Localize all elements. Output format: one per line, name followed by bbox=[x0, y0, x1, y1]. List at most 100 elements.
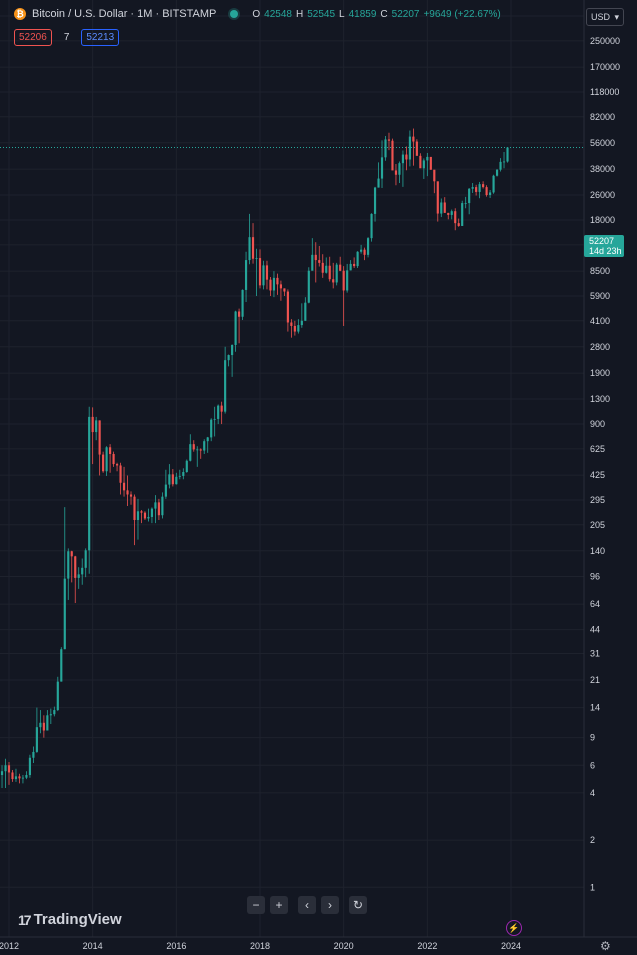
price-axis-label: 4100 bbox=[590, 316, 610, 326]
candle-body bbox=[321, 262, 324, 273]
candle-body bbox=[290, 322, 293, 326]
candle-body bbox=[122, 482, 126, 491]
candle-body bbox=[81, 567, 84, 575]
tradingview-wordmark: TradingView bbox=[33, 911, 122, 928]
candle-body bbox=[471, 187, 474, 189]
candle-body bbox=[377, 178, 380, 188]
time-axis-label: 2014 bbox=[83, 941, 103, 951]
chart-header: ₿ Bitcoin / U.S. Dollar · 1M · BITSTAMP … bbox=[14, 8, 501, 20]
candle-body bbox=[262, 265, 265, 286]
currency-label: USD bbox=[591, 12, 611, 22]
candle-body bbox=[279, 284, 282, 289]
candle-body bbox=[300, 320, 303, 326]
candle-body bbox=[440, 202, 443, 214]
price-axis-label: 118000 bbox=[590, 87, 619, 97]
buy-button[interactable]: 52213 bbox=[81, 29, 120, 46]
candle-body bbox=[224, 360, 227, 412]
price-axis-label: 5900 bbox=[590, 291, 610, 301]
candle-body bbox=[283, 288, 286, 292]
candle-body bbox=[74, 556, 77, 578]
candle-body bbox=[447, 212, 450, 215]
candle-body bbox=[297, 325, 300, 332]
sell-button[interactable]: 52206 bbox=[14, 29, 52, 46]
candle-body bbox=[185, 460, 188, 473]
candle-body bbox=[457, 223, 460, 226]
zoom-out-button[interactable]: − bbox=[247, 896, 265, 914]
candle-body bbox=[272, 277, 276, 291]
candle-body bbox=[88, 416, 91, 551]
price-axis-label: 44 bbox=[590, 625, 600, 635]
candle-body bbox=[241, 289, 244, 317]
gear-icon[interactable]: ⚙ bbox=[600, 939, 611, 953]
candle-body bbox=[129, 494, 133, 497]
scroll-right-button[interactable]: › bbox=[321, 896, 339, 914]
price-axis-label: 6 bbox=[590, 760, 595, 770]
price-axis-label: 1 bbox=[590, 882, 595, 892]
candle-body bbox=[21, 777, 25, 779]
candle-body bbox=[332, 279, 335, 283]
market-status-icon[interactable] bbox=[230, 10, 239, 18]
candle-body bbox=[102, 454, 105, 472]
candle-body bbox=[360, 249, 363, 252]
candle-body bbox=[217, 405, 220, 419]
candle-body bbox=[489, 192, 492, 196]
candle-body bbox=[35, 727, 38, 752]
change-value: +9649 (+22.67%) bbox=[423, 8, 501, 20]
zoom-in-button[interactable]: + bbox=[270, 896, 288, 914]
price-axis-label: 4 bbox=[590, 788, 595, 798]
candle-body bbox=[408, 136, 411, 160]
reset-chart-button[interactable]: ↻ bbox=[349, 896, 367, 914]
bitcoin-icon[interactable]: ₿ bbox=[14, 8, 26, 20]
symbol-title[interactable]: Bitcoin / U.S. Dollar · 1M · BITSTAMP bbox=[32, 8, 217, 20]
tradingview-logo[interactable]: 17 TradingView bbox=[18, 911, 122, 928]
candle-body bbox=[363, 249, 366, 255]
candle-body bbox=[468, 188, 471, 204]
price-axis-label: 2800 bbox=[590, 342, 610, 352]
candle-body bbox=[398, 163, 401, 175]
scroll-left-button[interactable]: ‹ bbox=[298, 896, 316, 914]
last-price-label: 52207 14d 23h bbox=[584, 235, 624, 257]
candle-body bbox=[265, 265, 269, 280]
candle-body bbox=[18, 776, 21, 779]
price-axis-label: 2 bbox=[590, 835, 595, 845]
candle-body bbox=[248, 237, 251, 261]
candle-body bbox=[482, 184, 485, 188]
price-axis-label: 18000 bbox=[590, 215, 615, 225]
candle-body bbox=[450, 211, 453, 215]
candle-body bbox=[401, 154, 405, 164]
price-axis-label: 1900 bbox=[590, 368, 610, 378]
candle-body bbox=[405, 154, 408, 160]
candle-body bbox=[286, 291, 289, 323]
last-price-value: 52207 bbox=[589, 236, 615, 246]
candle-body bbox=[105, 447, 108, 472]
candle-body bbox=[492, 175, 495, 193]
candle-body bbox=[318, 260, 321, 263]
tradingview-logo-icon: 17 bbox=[18, 911, 32, 928]
candle-body bbox=[293, 325, 296, 332]
candle-body bbox=[426, 156, 429, 161]
candle-body bbox=[203, 441, 206, 451]
candle-body bbox=[42, 722, 45, 731]
candle-body bbox=[342, 270, 345, 291]
candle-body bbox=[391, 140, 394, 171]
candle-body bbox=[206, 437, 209, 442]
currency-select[interactable]: USD ▾ bbox=[586, 8, 624, 26]
candle-body bbox=[464, 203, 467, 204]
price-axis-label: 1300 bbox=[590, 394, 610, 404]
low-label: L bbox=[339, 8, 345, 20]
candle-body bbox=[119, 465, 122, 483]
candle-body bbox=[346, 270, 349, 291]
candle-body bbox=[269, 279, 272, 291]
candle-body bbox=[478, 184, 481, 192]
candle-body bbox=[77, 574, 80, 578]
candle-body bbox=[140, 511, 143, 513]
candle-body bbox=[356, 251, 359, 267]
candle-body bbox=[192, 444, 195, 450]
candle-body bbox=[154, 502, 157, 509]
candle-body bbox=[91, 416, 94, 433]
price-axis-label: 21 bbox=[590, 675, 600, 685]
lightning-icon[interactable]: ⚡ bbox=[506, 920, 522, 936]
candle-body bbox=[255, 258, 258, 259]
candle-body bbox=[461, 203, 464, 226]
